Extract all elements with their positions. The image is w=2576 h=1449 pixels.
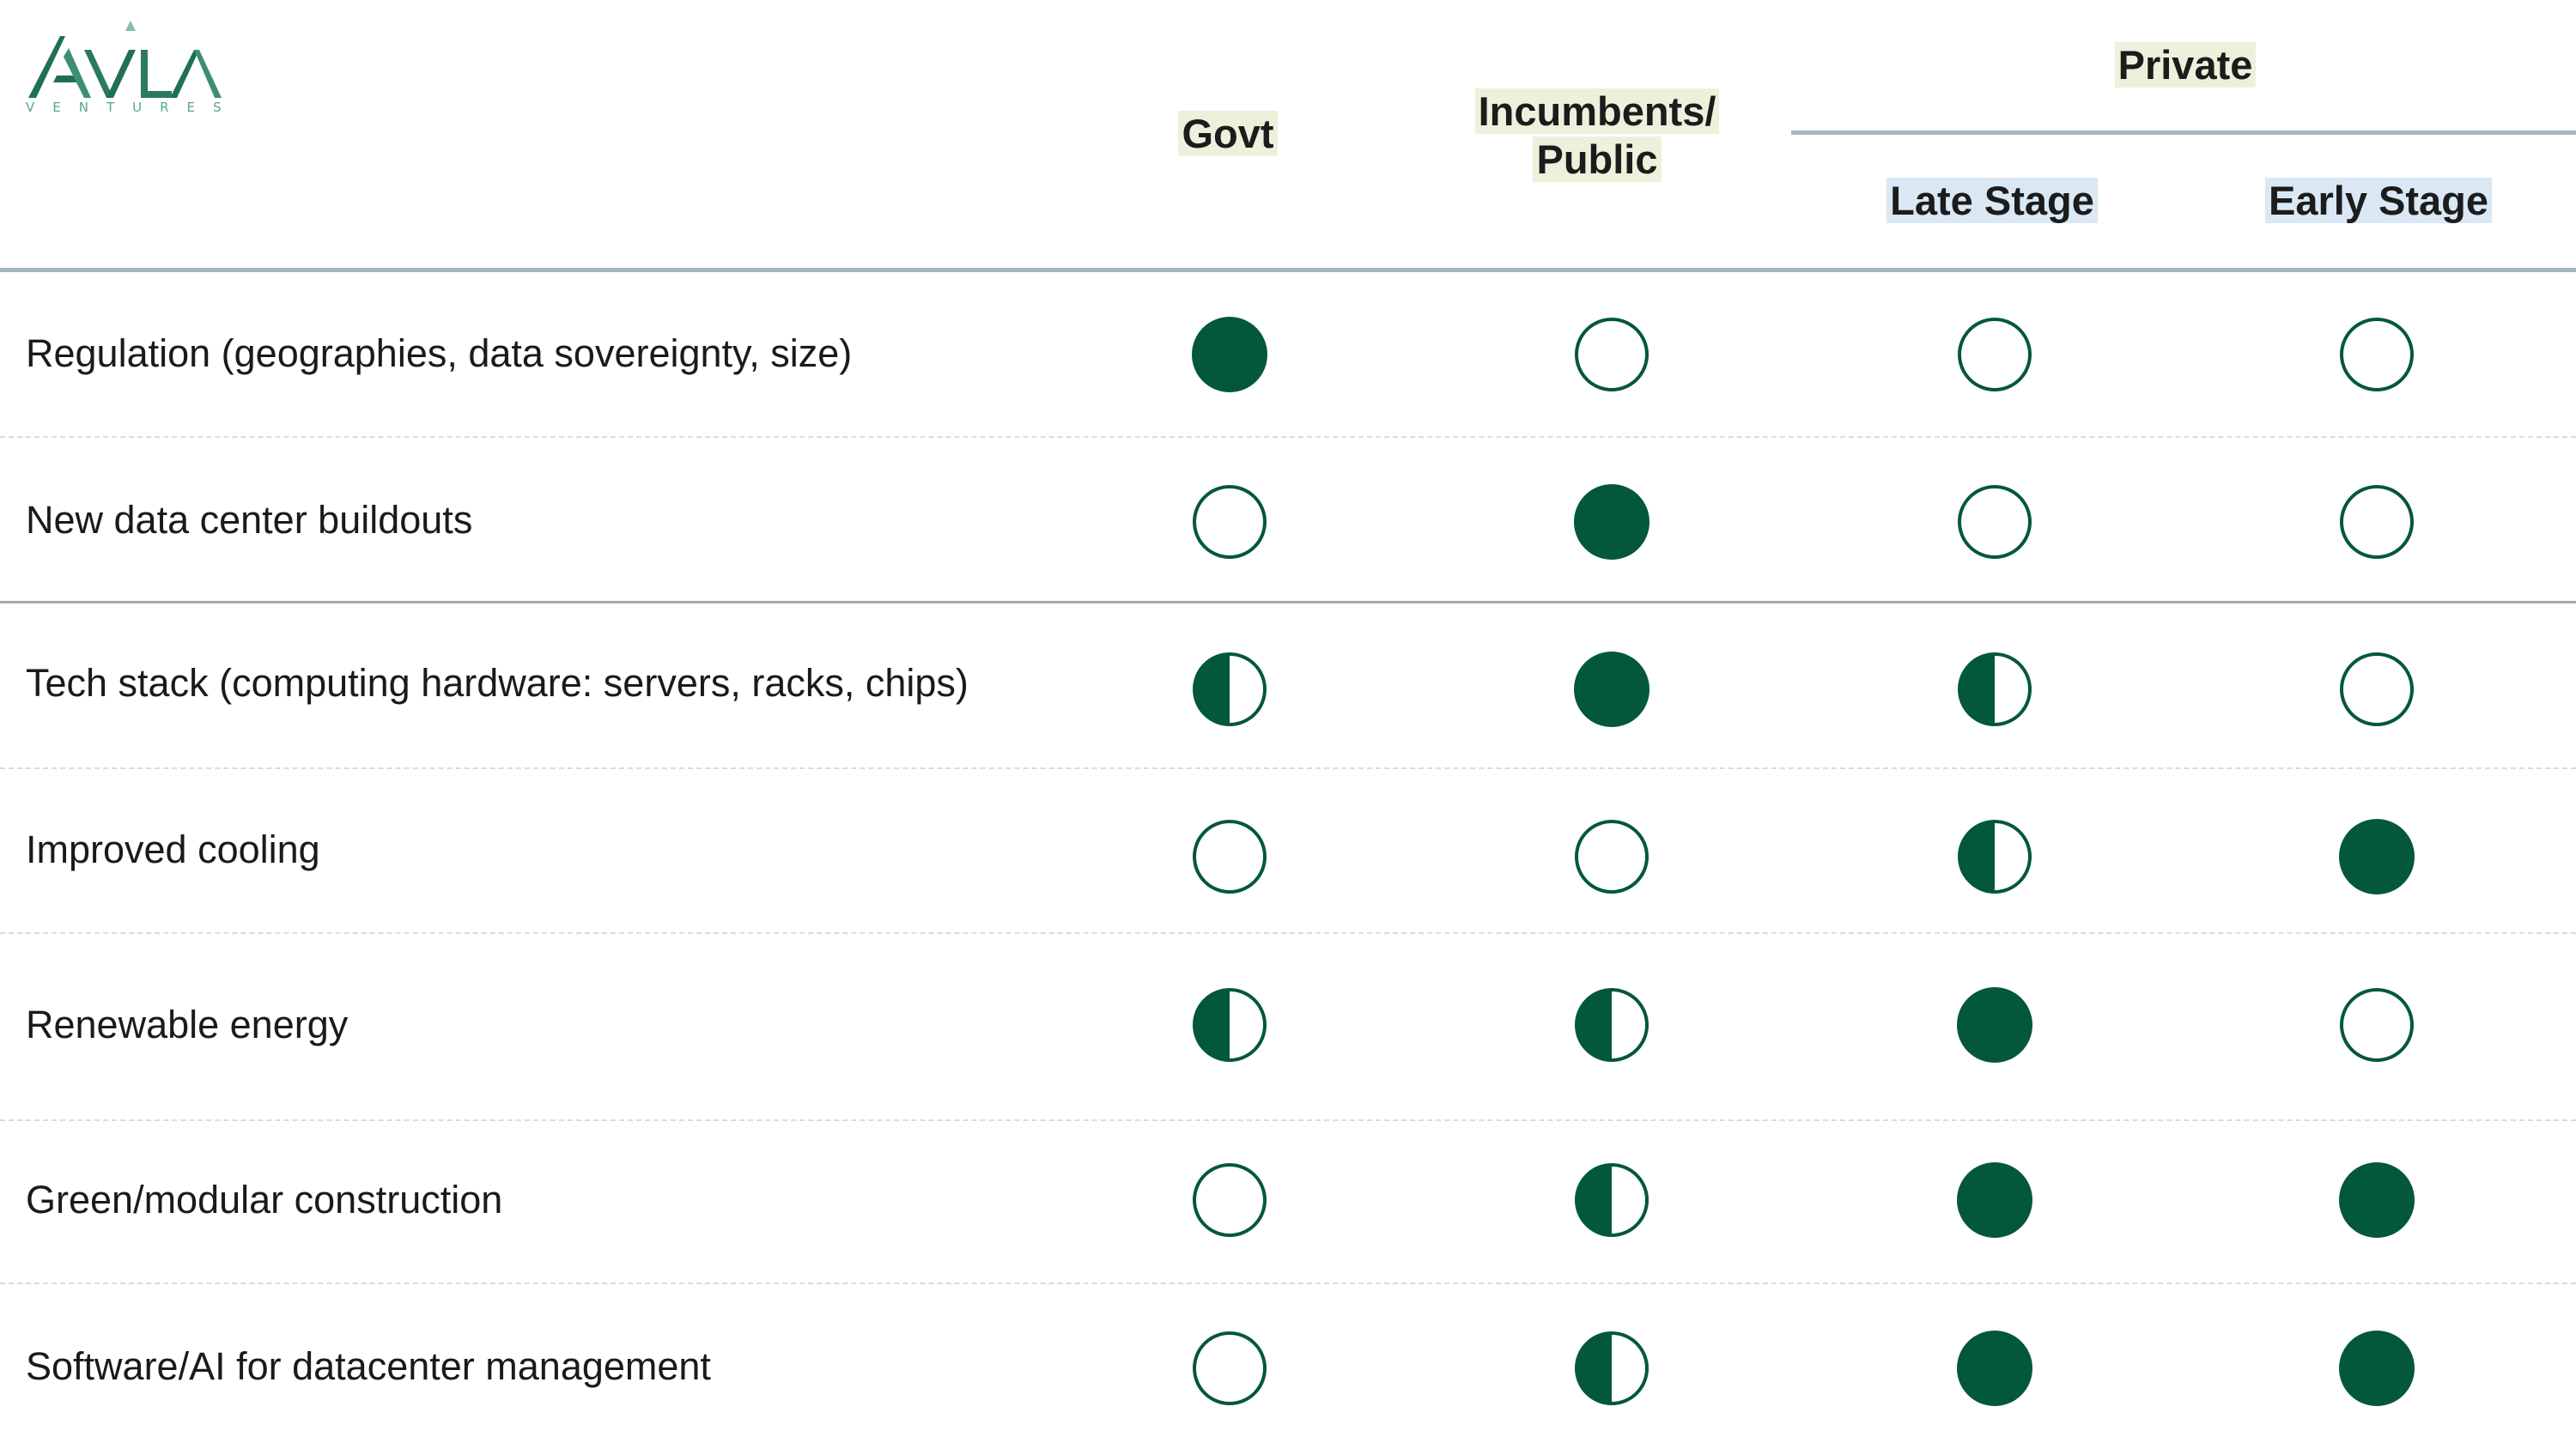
harvey-ball-empty-early-stage [2340,988,2414,1062]
harvey-ball-full-early-stage [2339,1331,2415,1406]
harvey-ball-full-early-stage [2339,1162,2415,1238]
harvey-ball-empty-late-stage [1958,318,2032,391]
harvey-ball-half-incumbents [1575,1331,1649,1405]
harvey-ball-empty-early-stage [2340,652,2414,726]
harvey-ball-full-late-stage [1957,1331,2032,1406]
logo-tagline: VENTURES [26,100,240,115]
harvey-ball-half-govt [1193,988,1267,1062]
harvey-ball-empty-govt [1193,1163,1267,1237]
late-stage-label: Late Stage [1886,178,2098,223]
section-divider [0,601,2576,603]
row-divider [0,1282,2576,1284]
column-header-late-stage: Late Stage [1820,177,2164,225]
private-group-divider [1791,130,2576,135]
harvey-ball-half-late-stage [1958,820,2032,894]
row-label-data-center-buildouts: New data center buildouts [26,498,473,542]
row-divider [0,767,2576,769]
harvey-ball-empty-incumbents [1575,318,1649,391]
row-label-green-modular-construction: Green/modular construction [26,1178,503,1222]
column-group-private: Private [2052,41,2318,89]
row-label-tech-stack: Tech stack (computing hardware: servers,… [26,661,969,705]
harvey-ball-half-incumbents [1575,988,1649,1062]
early-stage-label: Early Stage [2264,178,2493,223]
incumbents-label-line2: Public [1533,136,1662,182]
harvey-ball-empty-govt [1193,485,1267,559]
harvey-ball-full-late-stage [1957,987,2032,1063]
row-label-improved-cooling: Improved cooling [26,828,320,871]
row-divider [0,436,2576,438]
harvey-ball-empty-early-stage [2340,318,2414,391]
govt-label: Govt [1178,111,1278,156]
row-label-software-ai: Software/AI for datacenter management [26,1344,711,1388]
column-header-early-stage: Early Stage [2207,177,2550,225]
private-label: Private [2114,42,2257,88]
row-divider [0,1119,2576,1121]
column-header-incumbents: Incumbents/ Public [1443,88,1752,184]
harvey-ball-full-late-stage [1957,1162,2032,1238]
harvey-ball-empty-early-stage [2340,485,2414,559]
harvey-ball-empty-late-stage [1958,485,2032,559]
incumbents-label-line1: Incumbents/ [1474,88,1720,134]
harvey-ball-full-incumbents [1574,484,1649,560]
header-divider [0,268,2576,272]
harvey-ball-full-early-stage [2339,819,2415,894]
row-label-renewable-energy: Renewable energy [26,1003,349,1046]
harvey-ball-half-govt [1193,652,1267,726]
avila-logo [28,21,222,98]
column-header-govt: Govt [1142,110,1314,158]
row-label-regulation: Regulation (geographies, data sovereignt… [26,331,853,375]
harvey-ball-empty-govt [1193,820,1267,894]
harvey-ball-half-late-stage [1958,652,2032,726]
harvey-ball-empty-govt [1193,1331,1267,1405]
harvey-ball-half-incumbents [1575,1163,1649,1237]
harvey-ball-full-incumbents [1574,652,1649,727]
harvey-ball-full-govt [1192,317,1267,392]
row-divider [0,932,2576,934]
harvey-ball-empty-incumbents [1575,820,1649,894]
